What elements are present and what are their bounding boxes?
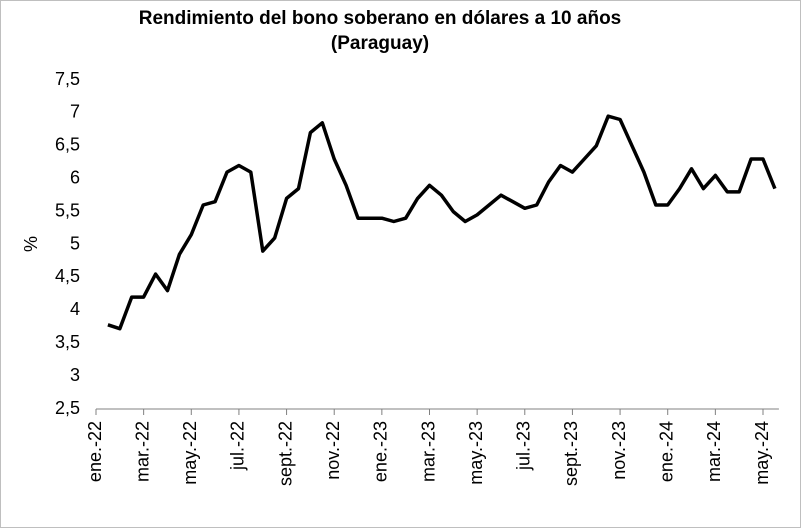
y-axis-label: % <box>21 236 41 252</box>
x-tick-label: mar.-24 <box>704 421 724 482</box>
x-tick-label: may.-22 <box>180 421 200 485</box>
line-series <box>107 114 777 331</box>
x-tick-label: ene.-24 <box>656 421 676 482</box>
x-tick-label: ene.-22 <box>85 421 105 482</box>
chart-title: (Paraguay) <box>331 33 429 54</box>
y-tick-label: 5 <box>70 233 80 253</box>
x-tick-label: mar.-22 <box>132 421 152 482</box>
y-tick-label: 3 <box>70 365 80 385</box>
y-tick-label: 6,5 <box>55 135 80 155</box>
chart-title: Rendimiento del bono soberano en dólares… <box>139 8 622 29</box>
y-tick-label: 3,5 <box>55 332 80 352</box>
y-tick-label: 4 <box>70 299 80 319</box>
x-tick-label: jul.-23 <box>514 421 534 471</box>
x-tick-label: nov.-23 <box>609 421 629 480</box>
x-tick-label: jul.-22 <box>228 421 248 471</box>
x-tick-label: nov.-22 <box>323 421 343 480</box>
x-tick-label: ene.-23 <box>371 421 391 482</box>
x-tick-label: sept.-22 <box>275 421 295 486</box>
y-tick-label: 5,5 <box>55 200 80 220</box>
x-tick-label: mar.-23 <box>418 421 438 482</box>
x-tick-label: may.-24 <box>752 421 772 485</box>
y-tick-label: 4,5 <box>55 266 80 286</box>
x-tick-label: may.-23 <box>466 421 486 485</box>
y-tick-label: 7 <box>70 102 80 122</box>
x-tick-label: sept.-23 <box>561 421 581 486</box>
y-tick-label: 2,5 <box>55 398 80 418</box>
y-tick-label: 6 <box>70 167 80 187</box>
y-tick-label: 7,5 <box>55 69 80 89</box>
